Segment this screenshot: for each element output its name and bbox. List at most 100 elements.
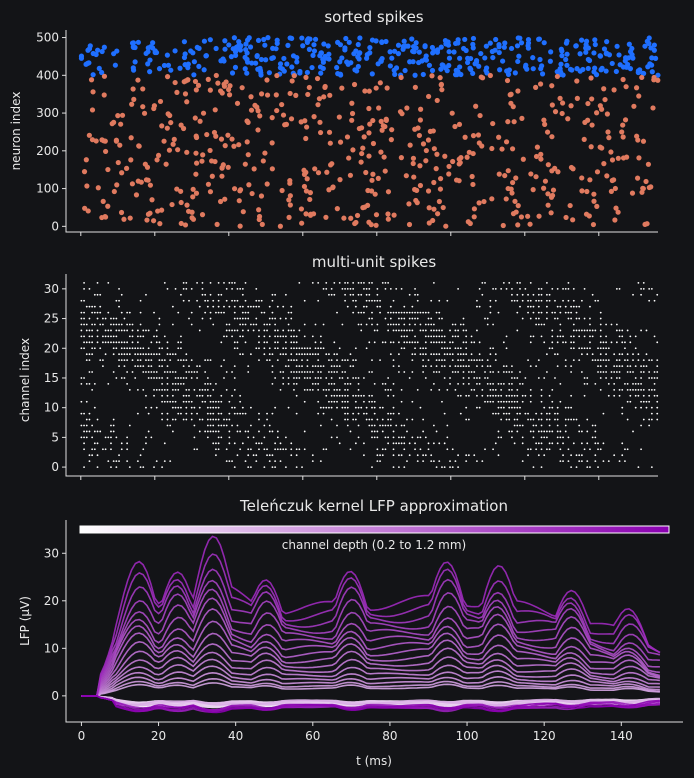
mua-point (562, 436, 564, 439)
mua-point (274, 448, 277, 451)
spike-point (557, 95, 563, 101)
mua-point (330, 418, 333, 421)
spike-point (258, 91, 265, 97)
spike-point (434, 151, 440, 157)
mua-point (293, 347, 295, 350)
mua-point (110, 329, 112, 332)
mua-point (233, 299, 236, 302)
mua-point (441, 329, 443, 332)
mua-point (492, 383, 494, 385)
mua-point (610, 371, 613, 373)
mua-point (489, 311, 492, 314)
spike-point (391, 48, 398, 54)
mua-point (274, 293, 277, 296)
mua-point (177, 377, 180, 379)
mua-point (392, 394, 395, 397)
mua-point (212, 400, 215, 403)
mua-point (282, 371, 285, 373)
spike-point (430, 217, 436, 224)
mua-point (548, 347, 551, 350)
spike-point (228, 54, 235, 60)
spike-point (316, 96, 323, 102)
mua-point (244, 412, 247, 415)
spike-point (577, 51, 583, 57)
mua-point (166, 394, 169, 397)
spike-point (279, 187, 285, 194)
mua-point (441, 347, 443, 350)
mua-point (529, 299, 532, 302)
mua-point (303, 353, 306, 356)
mua-point (346, 418, 349, 421)
mua-point (621, 329, 624, 332)
mua-point (209, 430, 212, 433)
mua-point (357, 388, 360, 391)
mua-point (185, 282, 188, 284)
mua-point (387, 424, 390, 427)
mua-point (150, 377, 153, 379)
spike-point (470, 70, 476, 77)
mua-point (252, 436, 255, 439)
spike-point (264, 92, 271, 98)
y-tick-label: 0 (51, 219, 59, 233)
mua-point (163, 282, 166, 284)
mua-point (85, 359, 88, 362)
spike-point (518, 40, 525, 46)
mua-point (381, 341, 384, 344)
mua-point (554, 418, 556, 421)
spike-point (588, 144, 594, 150)
mua-point (255, 460, 258, 463)
panel1-spike-points (78, 35, 661, 229)
spike-point (567, 202, 573, 209)
mua-point (564, 341, 567, 344)
mua-point (325, 394, 328, 397)
spike-point (622, 55, 629, 61)
mua-point (392, 430, 395, 433)
mua-point (519, 383, 521, 385)
spike-point (360, 205, 366, 211)
spike-point (321, 41, 327, 47)
mua-point (223, 335, 225, 338)
mua-point (441, 365, 443, 367)
spike-point (373, 222, 379, 228)
mua-point (271, 365, 274, 367)
mua-point (223, 424, 225, 427)
mua-point (276, 436, 279, 439)
mua-point (389, 323, 392, 326)
mua-point (416, 293, 419, 296)
mua-point (258, 305, 260, 308)
mua-point (336, 388, 338, 391)
spike-point (387, 63, 393, 69)
mua-point (155, 377, 158, 379)
spike-point (330, 184, 336, 190)
mua-point (489, 371, 492, 373)
mua-point (166, 424, 169, 427)
mua-point (96, 317, 99, 320)
mua-point (363, 442, 365, 445)
mua-point (546, 293, 548, 296)
spike-point (482, 55, 488, 61)
mua-point (467, 371, 470, 373)
mua-point (575, 329, 578, 332)
mua-point (236, 424, 239, 427)
spike-point (314, 75, 321, 82)
mua-point (640, 377, 642, 379)
mua-point (427, 317, 430, 320)
mua-point (519, 305, 521, 308)
mua-point (570, 341, 573, 344)
mua-point (220, 341, 223, 344)
mua-point (247, 430, 250, 433)
mua-point (524, 377, 527, 379)
mua-point (88, 430, 91, 433)
mua-point (344, 394, 346, 397)
mua-point (613, 383, 616, 385)
spike-point (603, 68, 609, 74)
mua-point (451, 466, 454, 468)
spike-point (366, 88, 372, 94)
mua-point (314, 383, 317, 385)
spike-point (568, 103, 574, 109)
mua-point (486, 377, 489, 379)
y-tick-label: 15 (44, 371, 59, 385)
spike-point (414, 187, 420, 193)
mua-point (217, 448, 220, 451)
mua-point (319, 460, 322, 463)
